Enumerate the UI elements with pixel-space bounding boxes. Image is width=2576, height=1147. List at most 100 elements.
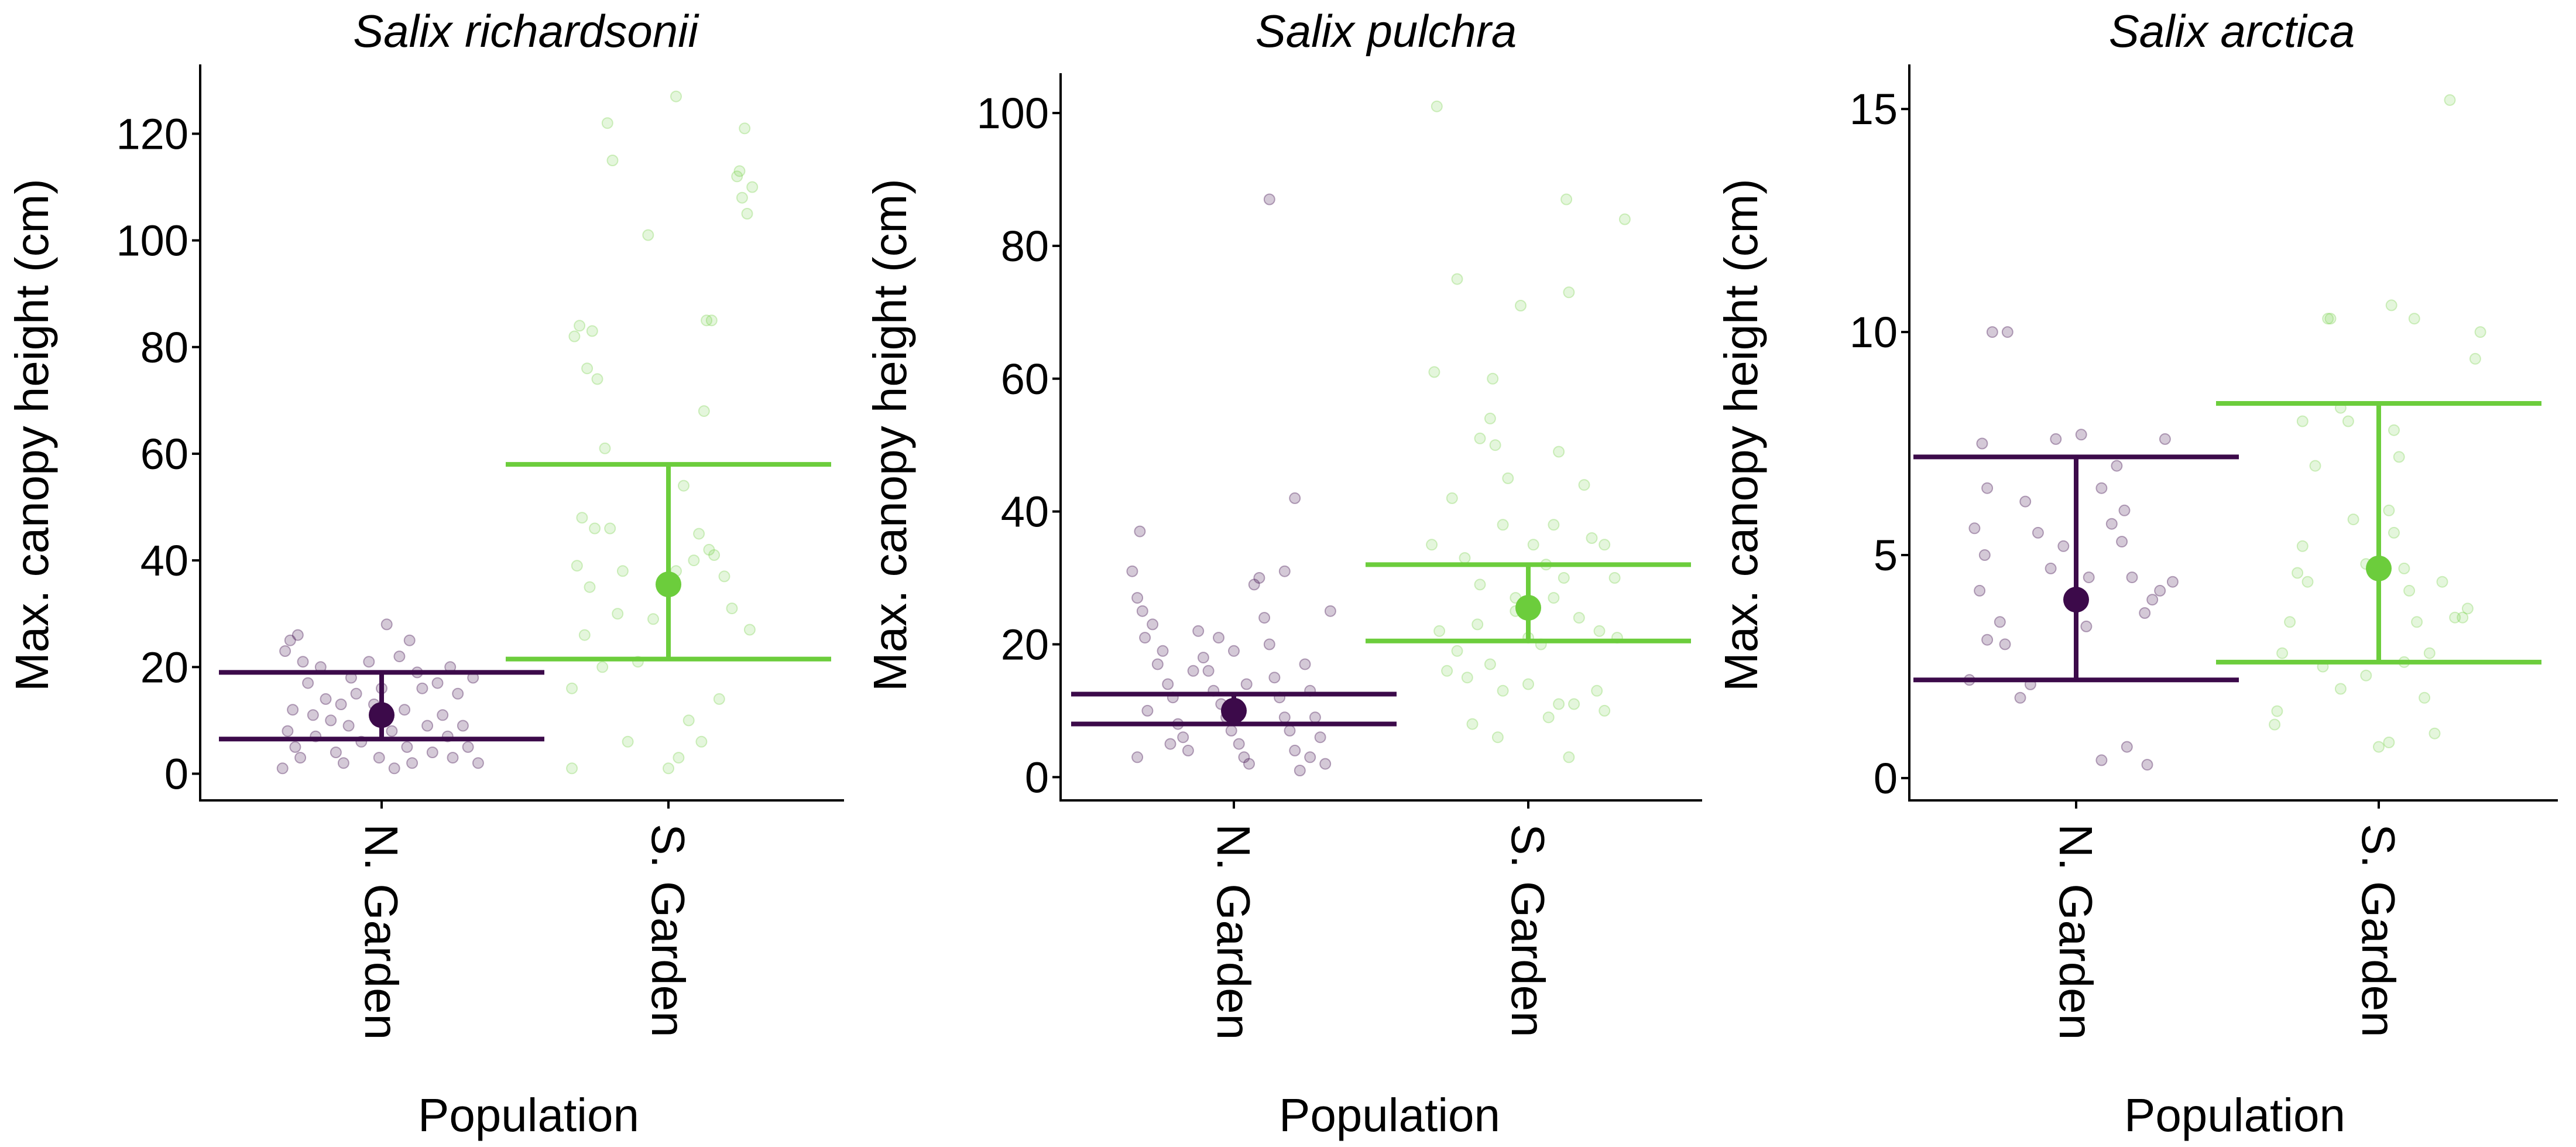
data-point xyxy=(1139,632,1151,644)
data-point xyxy=(695,735,708,748)
data-point xyxy=(431,677,444,689)
y-tick-label: 120 xyxy=(116,109,188,158)
data-point xyxy=(708,549,721,561)
data-point xyxy=(2050,433,2062,445)
data-point xyxy=(1164,738,1176,750)
data-point xyxy=(1502,472,1514,484)
data-point xyxy=(1968,522,1981,535)
data-point xyxy=(1491,731,1504,744)
data-point xyxy=(380,618,393,631)
data-point xyxy=(1527,539,1539,551)
data-point xyxy=(1497,519,1509,531)
data-point xyxy=(2393,451,2405,463)
data-point xyxy=(1162,678,1174,690)
data-point xyxy=(388,762,400,775)
data-point xyxy=(1151,658,1164,670)
data-point xyxy=(2141,759,2153,771)
data-point xyxy=(739,122,751,135)
data-point xyxy=(2388,424,2400,436)
data-point xyxy=(1599,704,1611,717)
x-category-label: N. Garden xyxy=(355,824,407,1040)
data-point xyxy=(1451,273,1463,285)
data-point xyxy=(743,624,756,636)
data-point xyxy=(726,602,738,615)
data-point xyxy=(1608,572,1621,584)
data-point xyxy=(2116,536,2128,548)
data-point xyxy=(2095,754,2108,766)
data-point xyxy=(416,682,428,694)
data-point xyxy=(1578,479,1590,491)
data-point xyxy=(2474,326,2486,338)
data-point xyxy=(2360,669,2372,682)
data-point xyxy=(386,725,398,737)
data-point xyxy=(1157,645,1169,657)
data-point xyxy=(1126,565,1138,577)
data-point xyxy=(1522,678,1534,690)
data-point xyxy=(1225,724,1237,737)
data-point xyxy=(2045,562,2057,574)
data-point xyxy=(1192,625,1205,637)
data-point xyxy=(1268,672,1281,684)
y-tick-label: 60 xyxy=(1001,355,1049,403)
data-point xyxy=(350,687,362,700)
data-point xyxy=(616,565,629,577)
data-point xyxy=(1284,724,1296,737)
data-point xyxy=(574,320,586,332)
y-tick-label: 100 xyxy=(977,89,1049,138)
data-point xyxy=(1451,645,1463,657)
data-point xyxy=(599,442,611,454)
data-point xyxy=(1324,605,1336,617)
data-point xyxy=(1994,616,2006,628)
data-point xyxy=(1981,482,1994,494)
data-point xyxy=(2139,607,2151,619)
data-point xyxy=(604,522,616,535)
data-point xyxy=(1182,744,1194,756)
mean-point xyxy=(656,571,681,598)
data-point xyxy=(571,560,583,572)
data-point xyxy=(2292,567,2304,579)
data-point xyxy=(1147,618,1159,631)
data-point xyxy=(337,757,349,769)
data-point xyxy=(1586,532,1598,544)
data-point xyxy=(1289,744,1301,756)
data-point xyxy=(2080,620,2093,632)
data-point xyxy=(1278,565,1291,577)
x-axis-label: Population xyxy=(2124,1089,2345,1141)
data-point xyxy=(2342,415,2354,427)
data-point xyxy=(682,714,695,727)
data-point xyxy=(2324,313,2337,325)
data-point xyxy=(1563,751,1575,763)
data-point xyxy=(731,170,743,183)
data-point xyxy=(2095,482,2108,494)
x-category-label: N. Garden xyxy=(2050,824,2102,1040)
data-point xyxy=(1553,446,1565,458)
panel-title: Salix pulchra xyxy=(1256,5,1517,57)
data-point xyxy=(678,480,690,492)
data-point xyxy=(1177,731,1189,744)
data-point xyxy=(733,165,746,177)
data-point xyxy=(647,613,659,625)
data-point xyxy=(2105,518,2118,530)
data-point xyxy=(1253,572,1265,584)
data-point xyxy=(1568,698,1580,710)
x-axis-label: Population xyxy=(1279,1089,1500,1141)
data-point xyxy=(718,570,730,583)
data-point xyxy=(2019,495,2032,508)
data-point xyxy=(472,757,484,769)
data-point xyxy=(1319,758,1332,770)
data-point xyxy=(1489,439,1501,451)
panel-salix-richardsonii: Salix richardsonii Max. canopy height (c… xyxy=(6,5,844,1141)
data-point xyxy=(693,528,705,540)
data-point xyxy=(325,714,337,727)
data-point xyxy=(1548,519,1560,531)
data-point xyxy=(1515,300,1527,311)
data-point xyxy=(1197,652,1209,664)
data-point xyxy=(673,752,685,764)
data-point xyxy=(2075,429,2087,441)
data-point xyxy=(589,522,601,535)
data-point xyxy=(642,229,654,241)
mean-point xyxy=(2063,587,2089,613)
data-point xyxy=(1238,751,1250,763)
data-point xyxy=(1986,326,1998,338)
data-point xyxy=(2423,647,2436,659)
